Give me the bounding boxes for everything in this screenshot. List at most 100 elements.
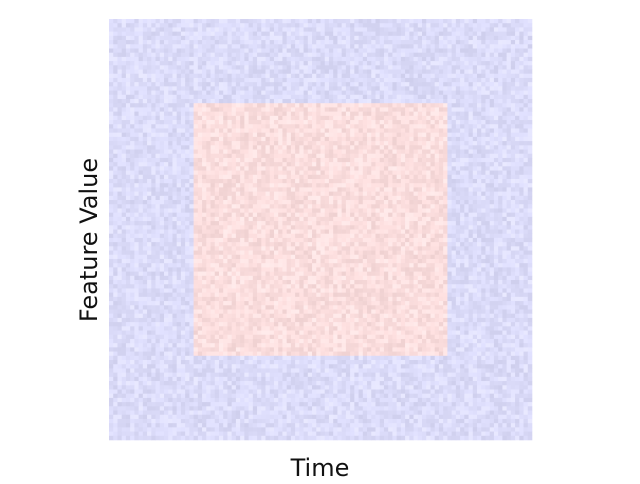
heatmap-cell-inner bbox=[214, 178, 220, 184]
heatmap-cell-background bbox=[485, 153, 490, 159]
heatmap-cell-inner bbox=[290, 141, 296, 146]
heatmap-cell-inner bbox=[392, 200, 397, 205]
heatmap-cell-inner bbox=[409, 145, 414, 150]
heatmap-cell-background bbox=[218, 44, 224, 49]
heatmap-cell-inner bbox=[362, 183, 368, 188]
heatmap-cell-background bbox=[481, 212, 486, 218]
heatmap-cell-inner bbox=[206, 221, 211, 226]
heatmap-cell-inner bbox=[269, 212, 275, 218]
heatmap-cell-background bbox=[506, 149, 512, 155]
heatmap-cell-background bbox=[125, 56, 131, 62]
heatmap-cell-inner bbox=[413, 162, 419, 167]
heatmap-cell-background bbox=[159, 136, 165, 142]
heatmap-cell-background bbox=[481, 141, 486, 146]
heatmap-cell-background bbox=[502, 94, 507, 100]
heatmap-cell-background bbox=[130, 153, 135, 159]
heatmap-cell-inner bbox=[269, 157, 275, 163]
heatmap-cell-inner bbox=[214, 115, 220, 121]
heatmap-cell-background bbox=[265, 52, 271, 58]
heatmap-cell-background bbox=[489, 191, 495, 197]
heatmap-cell-background bbox=[248, 73, 254, 79]
heatmap-cell-background bbox=[392, 27, 397, 32]
heatmap-cell-background bbox=[113, 86, 118, 91]
heatmap-cell-inner bbox=[350, 132, 355, 138]
heatmap-cell-background bbox=[159, 61, 165, 66]
heatmap-cell-inner bbox=[299, 178, 304, 184]
heatmap-cell-background bbox=[489, 132, 495, 138]
heatmap-cell-background bbox=[493, 103, 499, 108]
heatmap-cell-inner bbox=[405, 183, 410, 188]
heatmap-cell-background bbox=[273, 61, 279, 66]
heatmap-cell-background bbox=[438, 61, 444, 66]
heatmap-cell-background bbox=[172, 19, 177, 24]
heatmap-cell-background bbox=[282, 44, 287, 49]
heatmap-cell-background bbox=[295, 35, 300, 41]
heatmap-cell-background bbox=[493, 69, 499, 75]
heatmap-cell-background bbox=[286, 77, 292, 83]
heatmap-cell-background bbox=[345, 65, 351, 70]
heatmap-cell-background bbox=[362, 82, 368, 87]
heatmap-cell-background bbox=[523, 221, 529, 226]
heatmap-cell-inner bbox=[261, 128, 266, 133]
heatmap-cell-inner bbox=[438, 183, 444, 188]
heatmap-cell-inner bbox=[434, 178, 440, 184]
heatmap-cell-background bbox=[426, 56, 431, 62]
heatmap-cell-inner bbox=[278, 103, 283, 108]
heatmap-cell-inner bbox=[282, 115, 287, 121]
heatmap-cell-background bbox=[278, 69, 283, 75]
heatmap-cell-background bbox=[121, 132, 127, 138]
heatmap-cell-inner bbox=[265, 200, 271, 205]
heatmap-cell-background bbox=[214, 19, 220, 24]
heatmap-cell-inner bbox=[244, 170, 249, 176]
heatmap-cell-inner bbox=[409, 157, 414, 163]
heatmap-cell-inner bbox=[210, 136, 216, 142]
heatmap-cell-inner bbox=[257, 200, 262, 205]
heatmap-cell-background bbox=[443, 23, 448, 28]
heatmap-cell-background bbox=[506, 200, 512, 205]
heatmap-cell-background bbox=[138, 65, 144, 70]
heatmap-cell-background bbox=[455, 170, 461, 176]
heatmap-cell-background bbox=[142, 115, 148, 121]
heatmap-cell-background bbox=[176, 56, 182, 62]
heatmap-cell-background bbox=[138, 212, 144, 218]
heatmap-cell-inner bbox=[409, 136, 414, 142]
heatmap-cell-background bbox=[392, 98, 397, 104]
heatmap-cell-inner bbox=[218, 107, 224, 112]
heatmap-cell-background bbox=[163, 48, 169, 53]
heatmap-cell-inner bbox=[202, 212, 207, 218]
heatmap-cell-background bbox=[218, 52, 224, 58]
heatmap-cell-background bbox=[130, 82, 135, 87]
heatmap-cell-inner bbox=[443, 212, 448, 218]
heatmap-cell-background bbox=[125, 98, 131, 104]
heatmap-cell-background bbox=[278, 65, 283, 70]
heatmap-cell-inner bbox=[443, 174, 448, 180]
heatmap-cell-background bbox=[295, 52, 300, 58]
heatmap-cell-inner bbox=[362, 221, 368, 226]
heatmap-cell-background bbox=[460, 187, 465, 192]
heatmap-cell-background bbox=[481, 56, 486, 62]
heatmap-cell-background bbox=[168, 191, 173, 197]
heatmap-cell-inner bbox=[202, 120, 207, 125]
heatmap-cell-inner bbox=[286, 124, 292, 129]
heatmap-cell-background bbox=[472, 19, 478, 24]
heatmap-cell-inner bbox=[210, 191, 216, 197]
heatmap-cell-inner bbox=[244, 208, 249, 213]
heatmap-cell-inner bbox=[371, 174, 376, 180]
heatmap-cell-background bbox=[481, 208, 486, 213]
heatmap-cell-inner bbox=[240, 107, 245, 112]
heatmap-cell-inner bbox=[290, 128, 296, 133]
heatmap-cell-inner bbox=[341, 153, 347, 159]
heatmap-cell-inner bbox=[218, 166, 224, 171]
heatmap-cell-background bbox=[485, 115, 490, 121]
heatmap-cell-background bbox=[468, 56, 474, 62]
heatmap-cell-inner bbox=[303, 191, 309, 197]
heatmap-cell-background bbox=[240, 61, 245, 66]
heatmap-cell-background bbox=[286, 69, 292, 75]
heatmap-cell-background bbox=[109, 73, 114, 79]
heatmap-cell-inner bbox=[328, 200, 334, 205]
heatmap-cell-inner bbox=[290, 212, 296, 218]
heatmap-cell-inner bbox=[375, 195, 381, 201]
heatmap-cell-background bbox=[227, 86, 232, 91]
heatmap-cell-inner bbox=[422, 166, 427, 171]
heatmap-cell-background bbox=[278, 31, 283, 37]
